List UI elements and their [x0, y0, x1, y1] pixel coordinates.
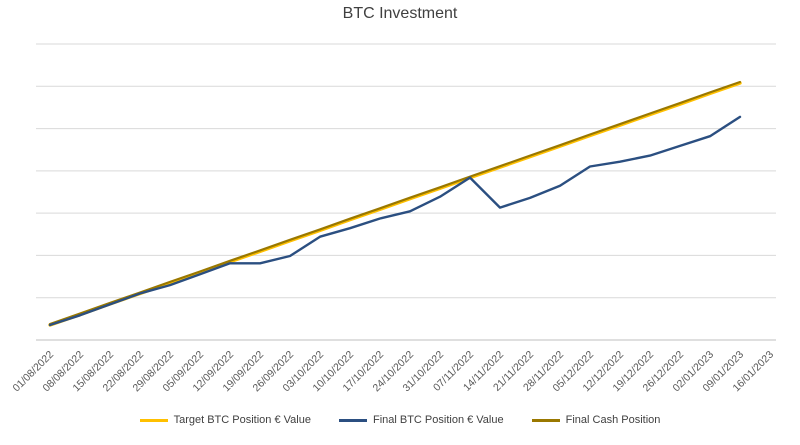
chart-legend: Target BTC Position € Value Final BTC Po… [0, 414, 800, 426]
chart-svg: 01/08/202208/08/202215/08/202222/08/2022… [10, 43, 776, 394]
legend-label-target-btc: Target BTC Position € Value [173, 414, 311, 426]
legend-item-final-cash: Final Cash Position [531, 414, 661, 426]
legend-swatch-final-btc [338, 418, 367, 422]
legend-label-final-cash: Final Cash Position [565, 414, 661, 426]
legend-label-final-btc: Final BTC Position € Value [372, 414, 504, 426]
legend-item-target-btc: Target BTC Position € Value [139, 414, 311, 426]
legend-swatch-final-cash [531, 418, 560, 422]
chart-title: BTC Investment [342, 5, 458, 22]
legend-item-final-btc: Final BTC Position € Value [338, 414, 504, 426]
legend-swatch-target-btc [139, 418, 168, 422]
